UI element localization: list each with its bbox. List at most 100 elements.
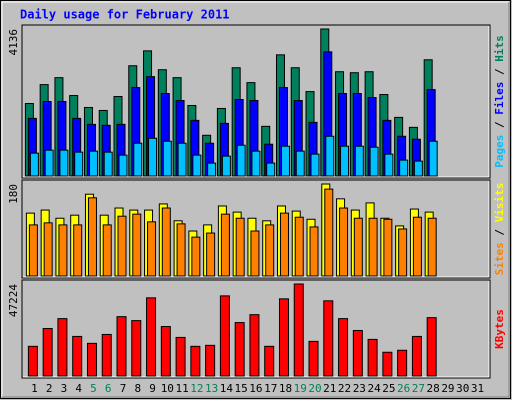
bar: [251, 150, 261, 177]
bar: [176, 223, 186, 277]
bar: [73, 224, 83, 277]
bar: [308, 340, 319, 377]
bar: [280, 145, 290, 177]
bar: [146, 297, 157, 377]
bar: [28, 224, 38, 277]
bar: [397, 349, 408, 377]
bar: [131, 320, 142, 377]
bar: [309, 226, 319, 277]
x-tick-label: 16: [249, 382, 262, 395]
bar: [293, 283, 304, 377]
bar: [278, 298, 289, 377]
bar: [192, 154, 202, 177]
x-tick-label: 30: [456, 382, 469, 395]
bar: [310, 153, 320, 177]
x-tick-label: 4: [75, 382, 82, 395]
bar: [294, 216, 304, 277]
bar: [250, 230, 260, 277]
bar: [219, 295, 230, 377]
bar: [72, 335, 83, 377]
panel-bevel: [23, 26, 490, 178]
bar: [162, 140, 172, 177]
panel-bevel: [23, 281, 490, 378]
x-tick-label: 19: [294, 382, 307, 395]
x-tick-label: 6: [105, 382, 112, 395]
bar: [58, 224, 68, 277]
bar: [368, 217, 378, 277]
bar: [427, 217, 437, 277]
bar: [412, 216, 422, 277]
bar: [191, 236, 201, 277]
bar: [428, 140, 438, 177]
series-legend: Pages / Files / Hits: [493, 35, 506, 168]
bar: [102, 224, 112, 277]
panel-bevel: [23, 181, 490, 278]
bar: [382, 351, 393, 377]
x-tick-label: 2: [46, 382, 53, 395]
bar: [236, 144, 246, 177]
x-tick-label: 17: [264, 382, 277, 395]
bar: [235, 217, 245, 277]
bar: [206, 232, 216, 277]
legend-entry: Visits: [493, 183, 506, 223]
bar: [339, 207, 349, 277]
bar: [74, 151, 84, 177]
bar: [44, 149, 54, 177]
bar: [103, 151, 113, 177]
x-tick-label: 28: [427, 382, 440, 395]
bar: [367, 338, 378, 377]
bar: [249, 314, 260, 377]
bar: [116, 316, 127, 377]
bar: [101, 333, 112, 377]
bar: [279, 212, 289, 277]
bar: [411, 335, 422, 377]
legend-separator: /: [493, 115, 506, 135]
bar: [325, 135, 335, 177]
series-legend: KBytes: [493, 309, 506, 349]
bar: [86, 342, 97, 377]
bar: [266, 162, 276, 177]
bar: [220, 213, 230, 277]
bar: [118, 154, 128, 177]
bar: [352, 329, 363, 377]
x-tick-label: 29: [441, 382, 454, 395]
x-tick-label: 20: [308, 382, 321, 395]
bar: [42, 328, 53, 377]
x-tick-label: 24: [367, 382, 381, 395]
bar: [190, 345, 201, 377]
bar: [88, 150, 98, 177]
bar: [117, 215, 127, 277]
y-tick-label: 47224: [7, 284, 20, 317]
bar: [323, 300, 334, 377]
x-tick-label: 26: [397, 382, 410, 395]
bar: [87, 197, 97, 277]
x-tick-label: 9: [149, 382, 156, 395]
y-tick-label: 4136: [7, 29, 20, 56]
bar: [383, 218, 393, 277]
bar: [221, 155, 231, 177]
x-tick-label: 21: [323, 382, 336, 395]
bar: [398, 228, 408, 277]
legend-entry: Pages: [493, 135, 506, 168]
x-tick-label: 18: [279, 382, 292, 395]
bar: [27, 345, 38, 377]
bar: [132, 213, 142, 277]
x-tick-label: 12: [190, 382, 203, 395]
bar: [160, 326, 171, 377]
bar: [340, 145, 350, 177]
chart-title: Daily usage for February 2011: [20, 8, 230, 22]
bar: [426, 317, 437, 377]
bar: [59, 149, 69, 177]
bar: [148, 137, 158, 177]
y-tick-label: 180: [7, 184, 20, 204]
x-tick-label: 3: [61, 382, 68, 395]
x-tick-label: 13: [205, 382, 218, 395]
x-tick-label: 5: [90, 382, 97, 395]
bar: [413, 160, 423, 177]
bar: [324, 188, 334, 277]
bar: [147, 221, 157, 277]
bar: [207, 162, 217, 177]
x-tick-label: 31: [471, 382, 484, 395]
